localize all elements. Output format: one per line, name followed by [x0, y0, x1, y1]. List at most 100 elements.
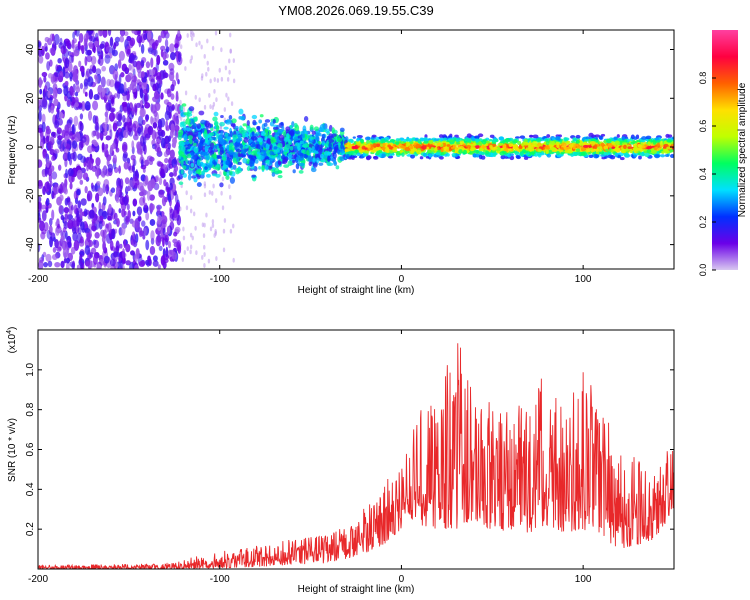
spectrogram-cell [509, 153, 514, 157]
spectrogram-cell [38, 257, 45, 263]
spectrogram-cell [272, 119, 276, 124]
spectrogram-cell [108, 112, 115, 122]
spectrogram-cell [324, 128, 330, 134]
spectrogram-cell [607, 154, 614, 159]
spectrogram-cell [315, 157, 320, 164]
spectrogram-x-label: Height of straight line (km) [298, 285, 415, 296]
spectrogram-cell [346, 154, 350, 159]
spectrogram-cell [171, 79, 177, 87]
spectrogram-cell [49, 236, 53, 248]
spectrogram-cell [302, 143, 308, 148]
spectrogram-cell [93, 254, 98, 266]
spectrogram-cell [195, 42, 198, 48]
spectrogram-cell [160, 236, 164, 242]
spectrogram-cell [87, 145, 93, 154]
spectrogram-cell [205, 71, 208, 77]
spectrogram-cell [179, 206, 182, 212]
spectrogram-cell [207, 258, 211, 264]
spectrogram-cell [170, 123, 175, 133]
spectrogram-cell [187, 143, 191, 150]
spectrogram-cell [514, 139, 518, 144]
spectrogram-cell [136, 34, 143, 44]
spectrogram-cell [191, 235, 194, 241]
spectrogram-cell [178, 155, 182, 160]
spectrogram-cell [230, 101, 234, 107]
spectrogram-cell [632, 147, 637, 151]
spectrogram-cell [107, 30, 112, 37]
spectrogram-cell [663, 148, 668, 153]
spectrogram-cell [185, 118, 191, 125]
y-tick-label: 1.0 [25, 362, 36, 376]
spectrogram-cell [62, 247, 68, 259]
spectrogram-cell [120, 72, 125, 78]
spectrogram-cell [427, 153, 433, 158]
spectrogram-cell [280, 121, 284, 126]
spectrogram-cell [149, 194, 155, 201]
spectrogram-cell [65, 168, 68, 179]
spectrogram-cell [251, 174, 257, 178]
spectrogram-cell [261, 130, 266, 137]
spectrogram-cell [637, 144, 642, 148]
spectrogram-cell [566, 140, 571, 145]
spectrogram-cell [51, 131, 56, 138]
y-tick-label: -40 [25, 237, 36, 252]
spectrogram-cell [227, 96, 230, 102]
spectrogram-cell [229, 176, 236, 184]
spectrogram-cell [174, 226, 181, 233]
spectrogram-cell [72, 31, 76, 40]
spectrogram-cell [247, 149, 252, 155]
spectrogram-cell [38, 202, 42, 212]
colorbar-gradient [712, 30, 738, 270]
spectrogram-cell [486, 145, 490, 150]
spectrogram-cell [225, 92, 228, 98]
spectrogram-cell [107, 215, 112, 221]
spectrogram-cell [575, 139, 580, 144]
spectrogram-cell [421, 145, 427, 150]
spectrogram-cell [168, 71, 175, 82]
spectrogram-cell [203, 252, 206, 257]
spectrogram-cell [84, 227, 91, 233]
spectrogram-cell [38, 55, 44, 64]
spectrogram-cell [264, 119, 271, 123]
spectrogram-cell [182, 235, 186, 241]
spectrogram-cell [179, 116, 183, 121]
spectrogram-cell [212, 160, 216, 165]
spectrogram-cell [232, 223, 235, 229]
spectrogram-cell [112, 154, 118, 165]
spectrogram-cell [92, 65, 97, 74]
spectrogram-cell [584, 138, 590, 142]
spectrogram-cell [575, 134, 581, 139]
spectrogram-cell [201, 152, 208, 156]
spectrogram-cell [225, 175, 230, 180]
spectrogram-cell [56, 87, 63, 95]
spectrogram-cell [150, 178, 156, 189]
spectrogram-cell [179, 141, 185, 147]
spectrogram-cell [176, 239, 182, 251]
spectrogram-cell [252, 150, 258, 155]
spectrogram-cell [71, 124, 76, 135]
spectrogram-cell [58, 183, 63, 195]
spectrogram-cell [55, 64, 59, 72]
spectrogram-cell [361, 145, 366, 150]
spectrogram-cell [422, 152, 427, 157]
spectrogram-cell [561, 142, 567, 146]
spectrogram-cell [336, 138, 343, 142]
spectrogram-cell [50, 105, 55, 114]
spectrogram-cell [497, 142, 503, 146]
spectrogram-cell [90, 35, 96, 43]
spectrogram-cell [69, 76, 73, 82]
spectrogram-cell [96, 263, 102, 269]
spectrogram-cell [473, 149, 480, 154]
spectrogram-cell [546, 134, 551, 138]
spectrogram-cell [54, 119, 60, 128]
spectrogram-cell [86, 231, 91, 243]
spectrogram-cell [232, 257, 235, 263]
snr-x-ticks: -200 -100 0 100 [28, 330, 592, 585]
spectrogram-cell [158, 189, 165, 198]
spectrogram-cell [220, 130, 224, 137]
spectrogram-cell [589, 141, 596, 145]
spectrogram-cell [211, 45, 215, 51]
spectrogram-cell [563, 146, 570, 151]
spectrogram-cell [272, 126, 279, 130]
spectrogram-cell [154, 142, 160, 153]
